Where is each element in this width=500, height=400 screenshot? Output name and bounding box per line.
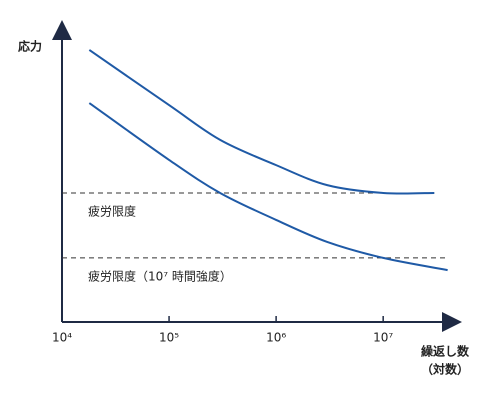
- x-axis-label: （対数）: [421, 362, 469, 377]
- y-axis-label: 応力: [18, 39, 42, 54]
- sn-curve: [88, 49, 435, 195]
- x-tick-label: 10⁴: [52, 331, 72, 345]
- x-tick-label: 10⁶: [266, 331, 286, 345]
- sn-curve: [88, 102, 448, 272]
- x-tick-label: 10⁷: [373, 331, 393, 345]
- reference-label: 疲労限度: [88, 203, 136, 218]
- x-axis-label: 繰返し数: [421, 344, 470, 359]
- reference-label: 疲労限度（10⁷ 時間強度）: [88, 268, 232, 283]
- x-tick-label: 10⁵: [159, 331, 179, 345]
